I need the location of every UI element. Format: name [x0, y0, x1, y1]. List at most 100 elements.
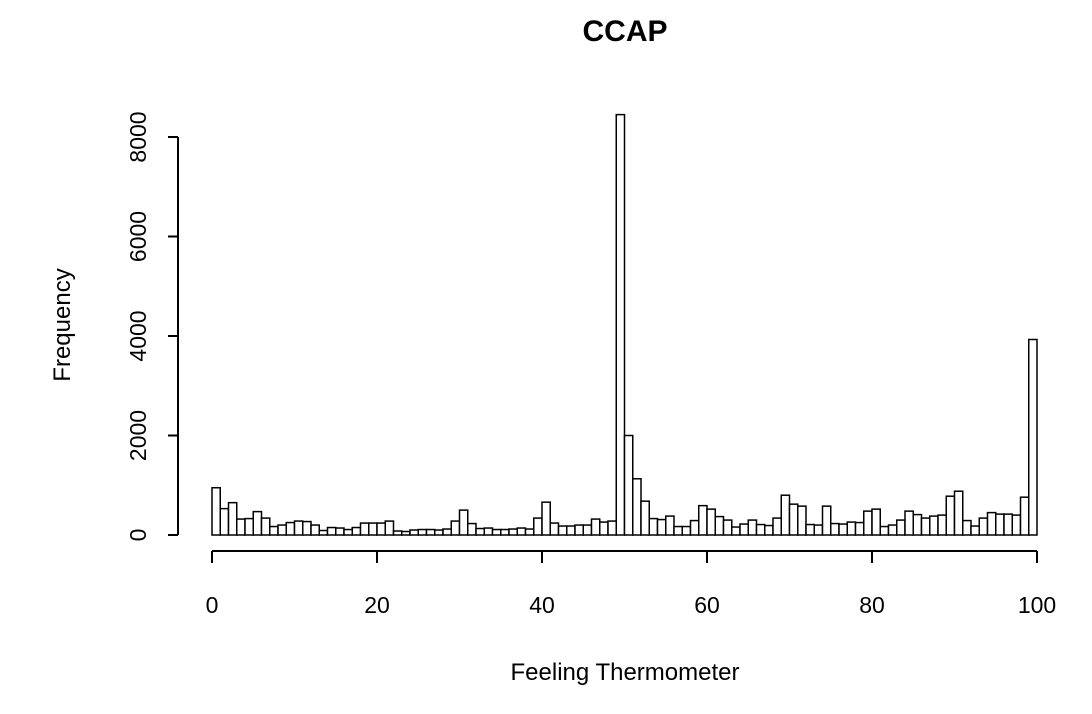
histogram-bar [368, 522, 378, 536]
histogram-bar [632, 478, 642, 536]
histogram-bar [722, 519, 733, 536]
histogram-bar [986, 511, 997, 536]
histogram-bar [797, 505, 807, 536]
histogram-bar [788, 503, 799, 536]
histogram-bar [896, 519, 906, 536]
histogram-bar [953, 490, 964, 536]
histogram-bar [731, 526, 741, 536]
histogram-bar [541, 501, 551, 536]
histogram-bar [458, 509, 469, 536]
histogram-bar [442, 528, 452, 536]
histogram-bar [500, 528, 510, 536]
histogram-bar [557, 525, 568, 536]
y-tick-label: 0 [125, 529, 151, 542]
histogram-bar [467, 522, 477, 536]
histogram-bar [260, 517, 271, 536]
histogram-bar [780, 494, 791, 536]
histogram-bar [277, 524, 287, 536]
histogram-bar [351, 526, 362, 536]
histogram-bar [970, 525, 980, 536]
histogram-bar [920, 517, 931, 536]
histogram-bar [359, 522, 370, 536]
histogram-bar [318, 529, 329, 536]
histogram-bars [211, 113, 1038, 536]
histogram-bar [326, 526, 337, 536]
histogram-bar [417, 528, 428, 536]
histogram-bar [409, 529, 419, 536]
histogram-bar [714, 515, 725, 536]
histogram-bar [524, 528, 535, 536]
histogram-bar [574, 524, 584, 536]
histogram-bar [491, 528, 502, 536]
histogram-bar [656, 518, 667, 536]
histogram-bar [747, 519, 758, 536]
histogram-bar [293, 520, 304, 536]
histogram-bar [937, 514, 947, 536]
histogram-bar [310, 524, 320, 536]
histogram-bar [681, 525, 692, 536]
x-tick-label: 0 [206, 592, 219, 618]
histogram-bar [689, 519, 700, 536]
x-tick-label: 40 [529, 592, 555, 618]
y-axis-label: Frequency [49, 268, 76, 381]
y-axis: 0 2000 4000 6000 8000 [125, 111, 179, 542]
histogram-bar [813, 524, 824, 536]
histogram-bar [1003, 513, 1013, 536]
histogram-bar [401, 530, 411, 536]
histogram-bar [846, 521, 857, 536]
histogram-bar [838, 523, 848, 536]
histogram-bar [599, 521, 609, 536]
histogram-bar [236, 518, 246, 536]
histogram-bar [384, 520, 395, 536]
histogram-bar [244, 517, 254, 536]
histogram-bar [805, 523, 815, 536]
histogram-bar [904, 510, 914, 536]
x-axis: 0 20 40 60 80 100 [206, 550, 1056, 618]
histogram-bar [549, 522, 560, 536]
histogram-bar [483, 527, 494, 536]
histogram-bar [871, 508, 881, 536]
histogram-bar [302, 520, 312, 536]
histogram-bar [516, 527, 527, 536]
histogram-bar [623, 434, 634, 536]
histogram-bar [755, 523, 766, 536]
histogram-bar [879, 525, 890, 536]
histogram-bar [673, 525, 683, 536]
y-tick-label: 8000 [125, 111, 151, 162]
histogram-bar [995, 513, 1005, 536]
histogram-bar [434, 529, 444, 536]
histogram-bar [475, 527, 485, 536]
histogram-bar [887, 524, 898, 536]
histogram-bar [590, 518, 601, 536]
histogram-bar [392, 530, 403, 536]
histogram-bar [211, 486, 221, 536]
histogram-bar [640, 500, 650, 536]
histogram-bar [821, 505, 832, 536]
histogram-bar [912, 513, 923, 536]
x-axis-label: Feeling Thermometer [511, 659, 740, 686]
histogram-bar [978, 517, 989, 536]
histogram-bar [508, 528, 518, 536]
histogram-bar [665, 515, 675, 536]
histogram-bar [830, 522, 840, 536]
histogram-bar [219, 507, 230, 536]
histogram-bar [450, 520, 461, 536]
histogram-bar [615, 113, 626, 536]
histogram-bar [945, 495, 956, 536]
x-tick-label: 60 [694, 592, 720, 618]
histogram-bar [1019, 496, 1030, 536]
histogram-bar [1028, 338, 1038, 536]
chart-title: CCAP [582, 15, 667, 48]
y-tick-label: 4000 [125, 310, 151, 361]
histogram-bar [582, 524, 593, 536]
x-tick-label: 20 [364, 592, 390, 618]
histogram-bar [252, 510, 263, 536]
histogram-bar [425, 528, 436, 536]
histogram-bar [285, 521, 296, 536]
histogram-bar [376, 522, 386, 536]
histogram-bar [533, 517, 543, 536]
x-tick-label: 100 [1018, 592, 1056, 618]
y-tick-label: 6000 [125, 211, 151, 262]
histogram-bar [1011, 514, 1022, 536]
